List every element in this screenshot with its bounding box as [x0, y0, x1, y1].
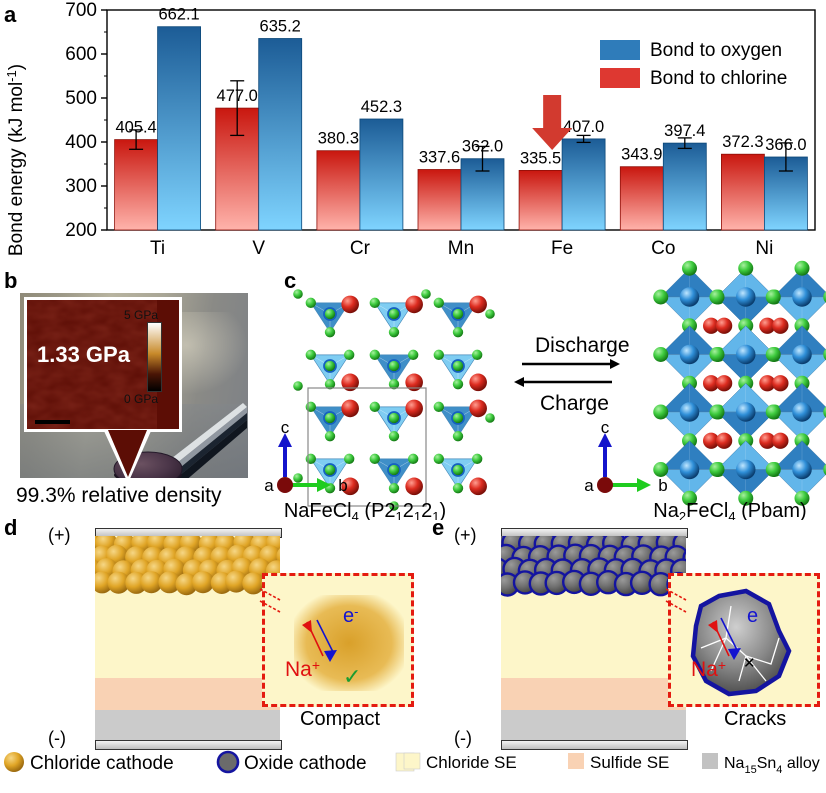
svg-text:335.5: 335.5 [520, 149, 561, 167]
svg-text:600: 600 [65, 44, 97, 65]
svg-text:Cr: Cr [350, 238, 371, 259]
svg-text:Na15Sn4 alloy: Na15Sn4 alloy [724, 755, 820, 776]
svg-text:Charge: Charge [540, 392, 609, 415]
svg-text:Chloride SE: Chloride SE [426, 753, 517, 772]
svg-text:b: b [338, 476, 347, 495]
svg-text:337.6: 337.6 [419, 149, 460, 167]
svg-text:380.3: 380.3 [318, 130, 359, 148]
svg-text:Bond to chlorine: Bond to chlorine [650, 68, 787, 89]
svg-text:Discharge: Discharge [535, 334, 630, 357]
svg-text:Ni: Ni [755, 238, 773, 259]
svg-text:Bond to oxygen: Bond to oxygen [650, 40, 782, 61]
svg-text:300: 300 [65, 176, 97, 197]
svg-text:a: a [584, 476, 594, 495]
svg-text:635.2: 635.2 [260, 18, 301, 36]
svg-text:Co: Co [651, 238, 675, 259]
svg-text:Mn: Mn [448, 238, 474, 259]
svg-text:372.3: 372.3 [722, 133, 763, 151]
svg-text:400: 400 [65, 132, 97, 153]
svg-text:407.0: 407.0 [563, 118, 604, 136]
svg-text:Oxide cathode: Oxide cathode [244, 753, 367, 774]
svg-text:662.1: 662.1 [158, 6, 199, 24]
svg-text:Chloride cathode: Chloride cathode [30, 753, 174, 774]
svg-text:Ti: Ti [150, 238, 165, 259]
svg-text:b: b [658, 476, 667, 495]
svg-text:500: 500 [65, 88, 97, 109]
svg-text:200: 200 [65, 220, 97, 241]
svg-text:V: V [252, 238, 265, 259]
svg-text:452.3: 452.3 [361, 98, 402, 116]
svg-text:Sulfide SE: Sulfide SE [590, 753, 669, 772]
svg-text:Bond energy (kJ mol-1): Bond energy (kJ mol-1) [4, 64, 27, 256]
svg-text:700: 700 [65, 0, 97, 21]
svg-text:Fe: Fe [551, 238, 573, 259]
svg-text:a: a [264, 476, 274, 495]
svg-text:343.9: 343.9 [621, 146, 662, 164]
